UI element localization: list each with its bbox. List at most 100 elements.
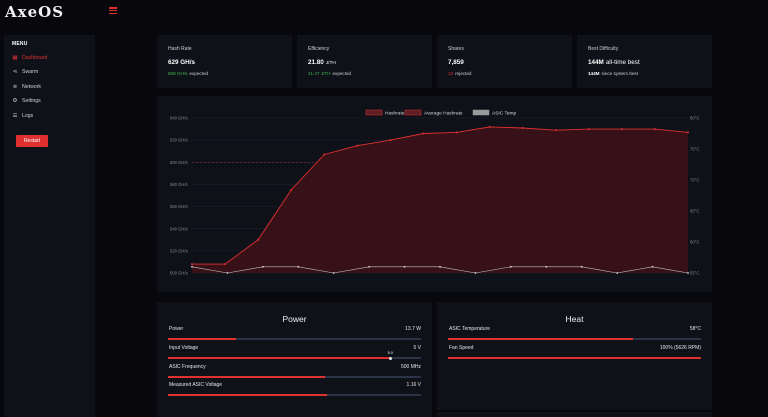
fan-speed-value: 100% (5626 RPM) xyxy=(659,345,701,351)
restart-button[interactable]: Restart xyxy=(16,135,48,147)
power-bar xyxy=(168,338,421,340)
stat-value: 629 GH/s xyxy=(168,59,195,66)
stat-label: Hash Rate xyxy=(168,46,192,52)
input-voltage-label: Input Voltage xyxy=(169,345,199,351)
input-voltage-value: 5 V xyxy=(413,345,421,351)
input-voltage-thumb-label: 5.0 xyxy=(387,351,393,355)
stat-sub: 21.47 J/TH expected xyxy=(308,71,351,76)
legend-swatch xyxy=(404,109,422,116)
y-left-tick: 500 GH/s xyxy=(170,271,188,276)
y-left-tick: 540 GH/s xyxy=(170,226,188,231)
menu-toggle-icon[interactable] xyxy=(109,7,117,15)
power-panel: Power Power 13.7 W Input Voltage 5 V 5.0 ASIC… xyxy=(157,302,432,417)
stat-value-number: 144M xyxy=(588,59,604,66)
y-left-tick: 580 GH/s xyxy=(170,182,188,187)
heat-title: Heat xyxy=(565,314,584,324)
stat-sub-value: 21.47 J/TH xyxy=(308,71,331,76)
sidebar-item-label: Dashboard xyxy=(22,55,48,61)
hashrate-point xyxy=(257,238,260,241)
asic-temperature-bar xyxy=(448,338,701,340)
temp-point xyxy=(226,272,229,274)
y-right-tick: 60°C xyxy=(690,240,699,245)
input-voltage-slider-thumb[interactable] xyxy=(389,356,393,360)
asic-frequency-label: ASIC Frequency xyxy=(169,364,206,370)
stat-card-best-difficulty: Best Difficulty 144M all-time best 144M sinc… xyxy=(577,35,712,88)
stat-value-number: 21.80 xyxy=(308,59,324,66)
y-left-tick: 560 GH/s xyxy=(170,204,188,209)
stat-value: 144M all-time best xyxy=(588,59,640,66)
asic-frequency-bar xyxy=(168,376,421,378)
temp-point xyxy=(332,272,335,274)
stat-card-shares: Shares 7,859 13 rejected xyxy=(437,35,572,88)
measured-asic-voltage-bar-fill xyxy=(168,394,328,396)
temp-point xyxy=(651,265,654,268)
stat-value-number: 629 GH/s xyxy=(168,59,195,66)
sidebar-item-logs[interactable]: ☰ Logs xyxy=(12,111,34,121)
stat-sub: 13 rejected xyxy=(448,71,471,76)
sidebar-item-label: Swarm xyxy=(22,69,39,75)
lower-panel-left xyxy=(157,412,432,417)
temp-point xyxy=(509,265,512,268)
hashrate-point xyxy=(587,128,590,131)
heat-panel: Heat ASIC Temperature 58°C Fan Speed 100% (… xyxy=(437,302,712,410)
temp-point xyxy=(368,265,371,268)
stat-value-suffix: all-time best xyxy=(605,59,640,66)
hashrate-point xyxy=(356,144,359,147)
temp-point xyxy=(616,272,619,274)
stat-value: 7,859 xyxy=(448,59,464,66)
temp-point xyxy=(403,265,406,268)
y-right-tick: 80°C xyxy=(690,116,699,121)
sidebar-item-swarm[interactable]: ⋖ Swarm xyxy=(12,67,38,77)
stat-value-unit: J/TH xyxy=(325,61,336,66)
stat-card-hash-rate: Hash Rate 629 GH/s 608 GH/s expected xyxy=(157,35,292,88)
legend-label: ASIC Temp xyxy=(492,111,517,117)
measured-asic-voltage-label: Measured ASIC Voltage xyxy=(169,382,223,388)
temp-point xyxy=(439,265,441,268)
stat-sub-value: 144M xyxy=(588,71,600,76)
sidebar: MENU ▦ Dashboard ⋖ Swarm ≋ Network ⚙ Settings ☰ L… xyxy=(4,35,95,417)
stat-sub-text: expected xyxy=(332,71,352,76)
asic-frequency-value: 500 MHz xyxy=(400,364,421,370)
hashrate-point xyxy=(389,139,392,142)
stat-label: Best Difficulty xyxy=(588,46,619,52)
y-right-tick: 65°C xyxy=(690,209,699,214)
temp-point xyxy=(687,272,689,274)
legend-label: Hashrate xyxy=(385,111,405,117)
temp-point xyxy=(261,265,264,268)
hashrate-point xyxy=(687,131,689,134)
fan-speed-bar-fill xyxy=(448,357,701,359)
share-icon: ⋖ xyxy=(12,69,18,75)
temp-point xyxy=(191,265,193,268)
sidebar-item-dashboard[interactable]: ▦ Dashboard xyxy=(12,53,47,63)
y-left-tick: 600 GH/s xyxy=(170,160,188,165)
temp-point xyxy=(545,265,548,268)
power-title: Power xyxy=(282,314,307,324)
stat-sub-value: 13 xyxy=(448,71,454,76)
y-left-tick: 520 GH/s xyxy=(170,248,188,253)
app-logo: AxeOS xyxy=(5,3,65,21)
stat-sub: 144M since system best xyxy=(588,71,638,76)
sidebar-item-network[interactable]: ≋ Network xyxy=(12,82,41,92)
power-label: Power xyxy=(169,326,184,332)
menu-title: MENU xyxy=(12,41,28,47)
fan-speed-bar xyxy=(448,357,701,359)
power-value: 13.7 W xyxy=(405,326,421,332)
list-icon: ☰ xyxy=(12,113,18,119)
stat-sub-text: since system best xyxy=(601,71,639,76)
asic-temperature-value: 58°C xyxy=(689,326,701,332)
stat-sub-text: rejected xyxy=(455,71,472,76)
legend-label: Average Hashrate xyxy=(424,111,463,117)
gear-icon: ⚙ xyxy=(12,98,18,104)
hashrate-point xyxy=(620,128,623,131)
input-voltage-bar xyxy=(168,357,421,359)
power-bar-fill xyxy=(168,338,237,340)
sidebar-item-settings[interactable]: ⚙ Settings xyxy=(12,96,41,106)
asic-frequency-bar-fill xyxy=(168,376,325,378)
legend-swatch xyxy=(365,109,383,116)
y-right-tick: 75°C xyxy=(690,147,699,152)
legend-swatch xyxy=(472,109,490,116)
stat-sub: 608 GH/s expected xyxy=(168,71,208,76)
measured-asic-voltage-value: 1.16 V xyxy=(406,382,421,388)
lower-panel-right xyxy=(437,412,712,417)
measured-asic-voltage-bar xyxy=(168,394,421,396)
